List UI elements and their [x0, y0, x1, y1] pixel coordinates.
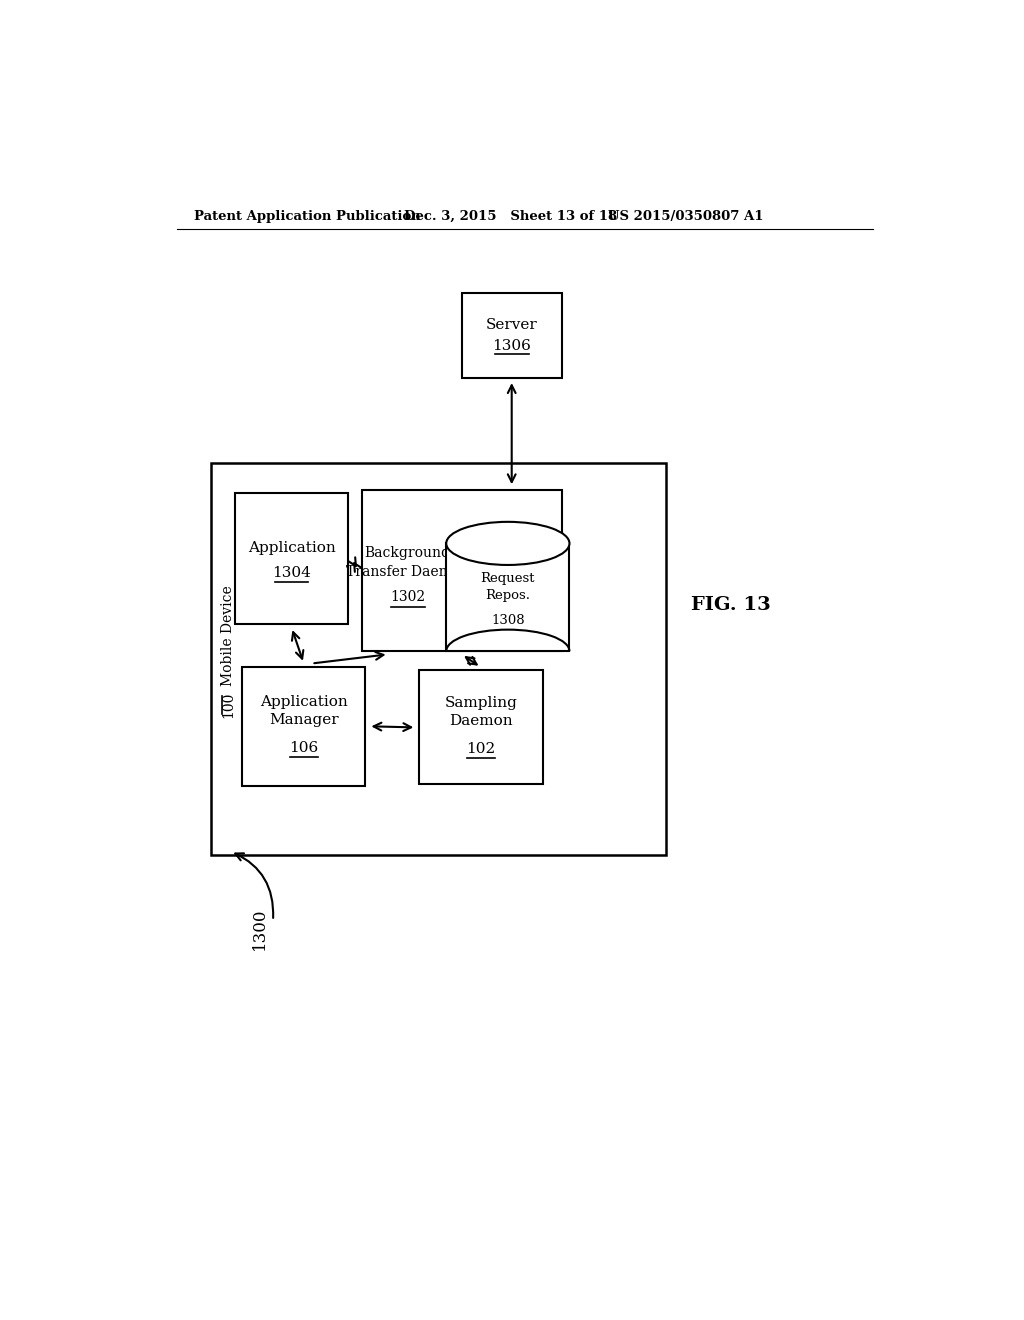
Bar — [446, 544, 569, 651]
Bar — [361, 490, 562, 651]
Text: 1306: 1306 — [493, 339, 531, 354]
Text: 102: 102 — [466, 742, 496, 756]
Bar — [419, 671, 543, 784]
Text: 100: 100 — [221, 692, 236, 718]
Text: Application: Application — [248, 541, 336, 554]
Text: 106: 106 — [289, 741, 318, 755]
Bar — [234, 494, 348, 624]
Text: 1308: 1308 — [492, 614, 524, 627]
Text: FIG. 13: FIG. 13 — [691, 597, 771, 614]
Text: Mobile Device: Mobile Device — [221, 586, 236, 686]
Text: Request
Repos.: Request Repos. — [480, 572, 536, 602]
Text: 1302: 1302 — [390, 590, 425, 605]
Text: US 2015/0350807 A1: US 2015/0350807 A1 — [608, 210, 764, 223]
Text: Server: Server — [485, 318, 538, 331]
Text: Sampling
Daemon: Sampling Daemon — [444, 696, 517, 729]
Text: Dec. 3, 2015   Sheet 13 of 18: Dec. 3, 2015 Sheet 13 of 18 — [403, 210, 617, 223]
Bar — [211, 462, 666, 855]
Bar — [462, 293, 562, 378]
Text: Background
Transfer Daemon: Background Transfer Daemon — [346, 546, 469, 579]
Text: 1304: 1304 — [272, 566, 311, 579]
Ellipse shape — [446, 521, 569, 565]
Text: 1300: 1300 — [252, 907, 268, 949]
Text: Application
Manager: Application Manager — [260, 694, 348, 727]
Text: Patent Application Publication: Patent Application Publication — [194, 210, 421, 223]
Bar — [243, 667, 366, 785]
